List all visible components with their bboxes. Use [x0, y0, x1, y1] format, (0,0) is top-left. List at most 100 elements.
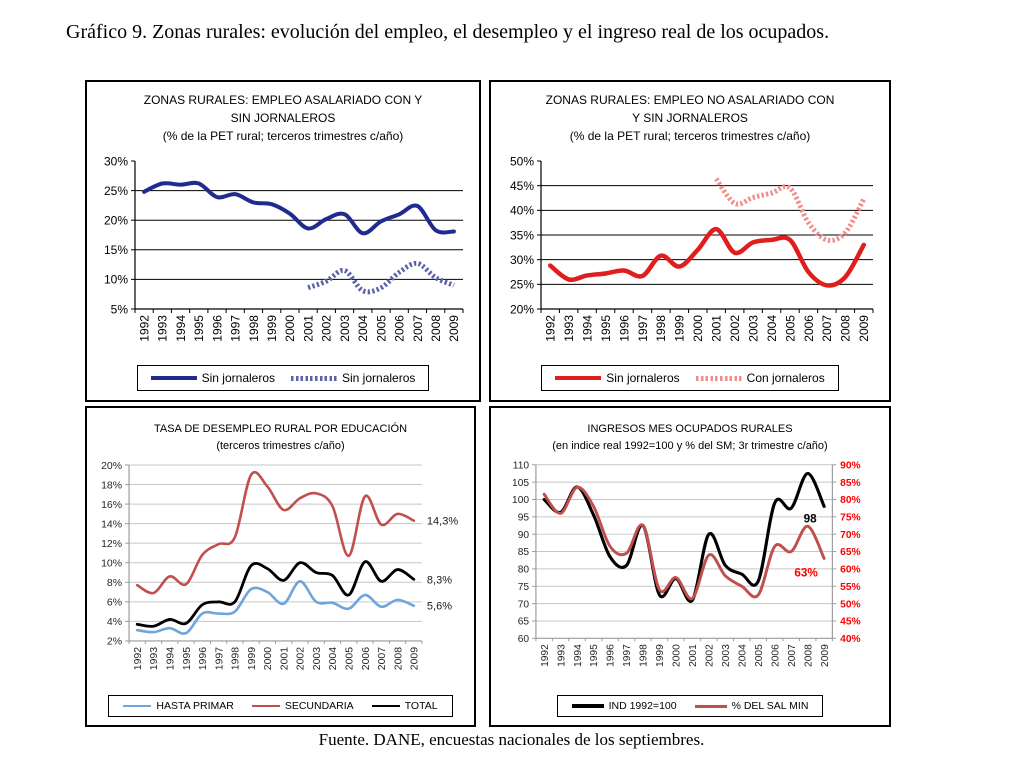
svg-text:90%: 90% [840, 461, 860, 472]
svg-text:1992: 1992 [540, 644, 551, 667]
solid-line-swatch [150, 376, 197, 380]
svg-text:2000: 2000 [672, 644, 683, 667]
svg-text:55%: 55% [840, 582, 860, 593]
svg-text:1998: 1998 [247, 315, 261, 342]
chart-subtitle: (terceros trimestres c/año) [216, 440, 345, 453]
svg-text:20%: 20% [104, 214, 128, 228]
svg-text:1995: 1995 [589, 644, 600, 667]
svg-text:1999: 1999 [247, 647, 258, 670]
svg-text:65%: 65% [840, 547, 860, 558]
legend-item: Sin jornaleros [291, 371, 415, 385]
legend-item: SECUNDARIA [251, 700, 354, 712]
panel-desempleo-educacion: TASA DE DESEMPLEO RURAL POR EDUCACIÓN (t… [85, 406, 476, 727]
svg-text:2006: 2006 [770, 644, 781, 667]
svg-text:1997: 1997 [622, 644, 633, 667]
dotted-line-swatch [291, 375, 337, 381]
svg-text:2009: 2009 [410, 647, 421, 670]
svg-text:50%: 50% [510, 154, 534, 168]
solid-line-swatch [571, 704, 604, 708]
svg-text:60: 60 [518, 634, 530, 645]
svg-text:2002: 2002 [705, 644, 716, 667]
svg-text:25%: 25% [104, 184, 128, 198]
chart-subtitle: (% de la PET rural; terceros trimestres … [569, 129, 811, 143]
svg-text:2005: 2005 [345, 647, 356, 670]
svg-text:2007: 2007 [787, 644, 798, 667]
svg-text:70: 70 [518, 599, 530, 610]
svg-text:2003: 2003 [746, 315, 760, 342]
svg-text:100: 100 [512, 495, 529, 506]
svg-text:65: 65 [518, 617, 530, 628]
svg-text:1996: 1996 [617, 315, 631, 342]
svg-text:12%: 12% [101, 539, 122, 550]
svg-text:2006: 2006 [361, 647, 372, 670]
svg-text:45%: 45% [840, 617, 860, 628]
svg-text:2003: 2003 [721, 644, 732, 667]
svg-text:15%: 15% [104, 243, 128, 257]
svg-text:110: 110 [513, 461, 530, 472]
svg-text:1992: 1992 [544, 315, 558, 342]
svg-text:8%: 8% [107, 578, 122, 589]
legend-item: Sin jornaleros [150, 371, 275, 385]
chart-legend: IND 1992=100 % DEL SAL MIN [556, 695, 824, 717]
legend-label: IND 1992=100 [608, 700, 677, 712]
svg-text:2008: 2008 [803, 644, 814, 667]
panel-ingresos-ocupados: INGRESOS MES OCUPADOS RURALES (en indice… [489, 406, 891, 727]
svg-text:2004: 2004 [737, 644, 748, 667]
solid-line-swatch [555, 375, 602, 381]
svg-text:1992: 1992 [133, 647, 144, 670]
svg-text:1994: 1994 [166, 647, 177, 670]
svg-text:2001: 2001 [710, 315, 724, 342]
svg-text:2000: 2000 [691, 315, 705, 342]
svg-text:2008: 2008 [839, 315, 853, 342]
svg-text:4%: 4% [107, 617, 122, 628]
svg-text:1999: 1999 [673, 315, 687, 342]
svg-text:63%: 63% [794, 566, 818, 579]
chart-canvas-empleo-no-asalariado: 50% 45% 40% 35% 30% 25% 20% 1992 1993 1994 1995 199… [510, 154, 874, 342]
chart-title-line2: SIN JORNALEROS [230, 111, 336, 125]
legend-item: HASTA PRIMAR [123, 700, 234, 712]
svg-text:2005: 2005 [374, 315, 388, 342]
svg-text:2%: 2% [107, 637, 122, 648]
svg-text:1998: 1998 [654, 315, 668, 342]
svg-text:1998: 1998 [231, 647, 242, 670]
svg-text:1998: 1998 [639, 644, 650, 667]
svg-text:2002: 2002 [296, 647, 307, 670]
solid-line-swatch [251, 704, 280, 708]
svg-text:2004: 2004 [765, 315, 779, 342]
chart-title-block: INGRESOS MES OCUPADOS RURALES (en indice… [552, 421, 827, 455]
chart-title-block: ZONAS RURALES: EMPLEO NO ASALARIADO CON … [546, 91, 835, 145]
figure-caption: Gráfico 9. Zonas rurales: evolución del … [66, 21, 830, 43]
svg-text:1997: 1997 [636, 315, 650, 342]
svg-text:30%: 30% [104, 154, 128, 168]
svg-text:80: 80 [518, 565, 530, 576]
svg-text:2005: 2005 [783, 315, 797, 342]
panel-empleo-no-asalariado: ZONAS RURALES: EMPLEO NO ASALARIADO CON … [489, 80, 891, 402]
svg-text:2006: 2006 [393, 315, 407, 342]
svg-text:85: 85 [518, 547, 530, 558]
svg-text:45%: 45% [510, 179, 534, 193]
svg-text:5%: 5% [111, 302, 129, 316]
svg-text:40%: 40% [510, 204, 534, 218]
svg-text:85%: 85% [840, 478, 860, 489]
svg-text:2002: 2002 [728, 315, 742, 342]
svg-text:20%: 20% [101, 461, 122, 472]
svg-text:2009: 2009 [820, 644, 831, 667]
svg-text:1999: 1999 [655, 644, 666, 667]
legend-item: IND 1992=100 [571, 700, 677, 712]
svg-text:50%: 50% [840, 599, 860, 610]
svg-text:25%: 25% [510, 278, 534, 292]
svg-text:80%: 80% [840, 495, 860, 506]
svg-text:6%: 6% [107, 598, 122, 609]
svg-text:2001: 2001 [688, 644, 699, 667]
svg-text:1995: 1995 [182, 647, 193, 670]
svg-text:10%: 10% [104, 273, 128, 287]
svg-text:10%: 10% [101, 559, 122, 570]
legend-label: Sin jornaleros [201, 371, 275, 385]
svg-text:75%: 75% [840, 513, 860, 524]
svg-text:14%: 14% [101, 520, 122, 531]
svg-text:1993: 1993 [562, 315, 576, 342]
svg-text:1993: 1993 [149, 647, 160, 670]
chart-title: INGRESOS MES OCUPADOS RURALES [587, 423, 793, 435]
svg-text:1994: 1994 [174, 315, 188, 342]
